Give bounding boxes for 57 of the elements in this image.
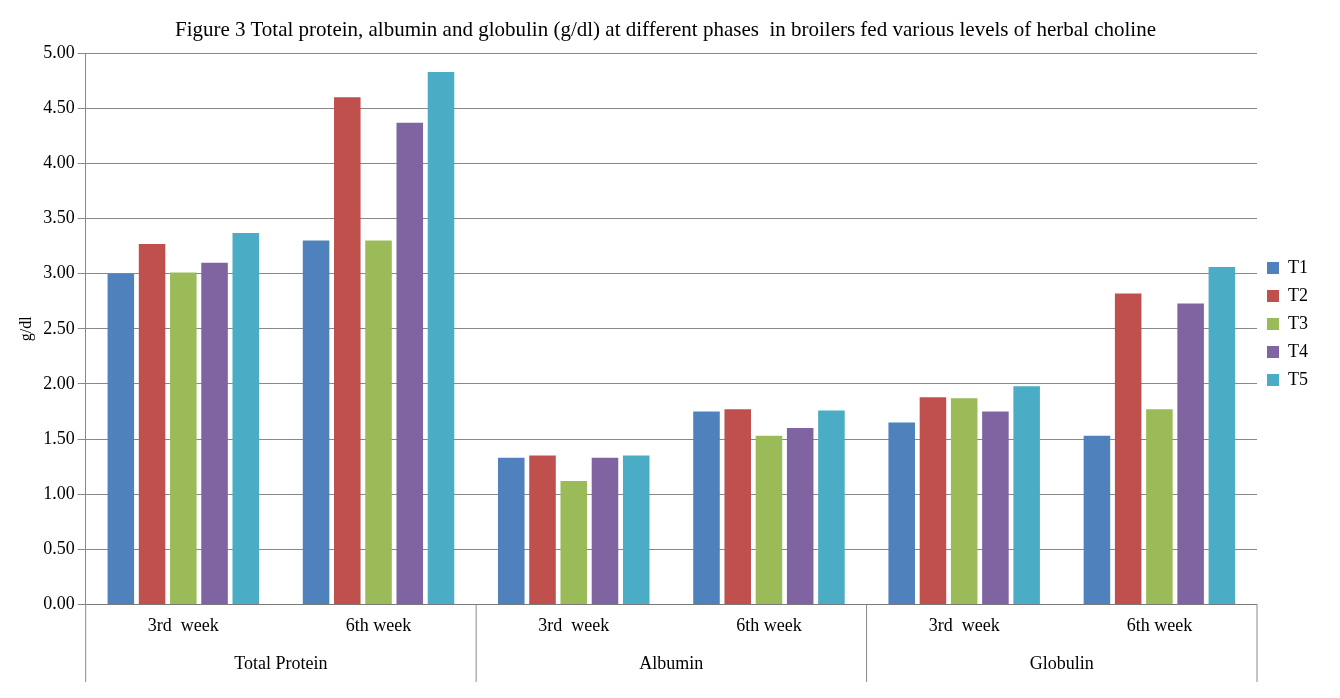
bar (818, 410, 845, 604)
text: Total Protein (234, 652, 328, 673)
y-tick-label: 5.00 (43, 41, 75, 62)
legend-label: T4 (1288, 340, 1308, 361)
legend-label: T5 (1288, 368, 1308, 389)
bar (232, 232, 260, 604)
y-axis-title: g/dl (16, 315, 35, 342)
bar (498, 457, 525, 604)
bar (982, 411, 1009, 604)
bar (786, 428, 814, 604)
legend-label: T1 (1288, 256, 1308, 277)
bar (591, 457, 619, 604)
bar (622, 455, 650, 604)
bar (427, 71, 455, 604)
y-tick-label: 3.50 (43, 207, 75, 228)
bar (170, 272, 197, 604)
bar (302, 240, 330, 604)
bar (107, 273, 135, 604)
bar (1013, 386, 1040, 604)
bar (950, 398, 978, 604)
y-tick-label: 0.50 (43, 538, 75, 559)
bar (755, 435, 783, 604)
y-tick-label: 2.50 (43, 317, 75, 338)
bar (138, 243, 166, 604)
bar (365, 240, 392, 604)
x-tick-label: 3rd week (147, 614, 219, 635)
bar (529, 455, 556, 604)
text: Globulin (1029, 652, 1094, 673)
bar (888, 422, 915, 604)
bar (693, 411, 720, 604)
legend-label: T3 (1288, 312, 1308, 333)
y-tick-label: 4.00 (43, 152, 75, 173)
bar (560, 480, 588, 604)
bar (1208, 267, 1236, 604)
y-tick-label: 1.50 (43, 427, 75, 448)
bar (396, 122, 424, 604)
x-tick-label: 6th week (736, 614, 802, 635)
y-tick-label: 4.50 (43, 97, 75, 118)
y-tick-label: 0.00 (43, 593, 75, 614)
chart-title: Figure 3 Total protein, albumin and globulin (g/dl) at different phases in broilers fed various levels of herbal choline (174, 17, 1157, 42)
bar (1177, 303, 1204, 604)
bar (724, 409, 751, 604)
bar (334, 97, 361, 604)
x-tick-label: 6th week (1126, 614, 1193, 635)
y-tick-label: 1.00 (43, 482, 75, 503)
bar (1146, 409, 1173, 604)
text: Albumin (639, 652, 704, 673)
x-tick-label: 3rd week (538, 614, 610, 635)
bar (919, 397, 947, 604)
y-tick-label: 2.00 (43, 372, 75, 393)
y-tick-label: 3.00 (43, 262, 75, 283)
x-tick-label: 3rd week (928, 614, 1000, 635)
bar (201, 262, 228, 604)
bar (1083, 435, 1111, 604)
legend-label: T2 (1288, 284, 1308, 305)
x-tick-label: 6th week (345, 614, 412, 635)
bar (1114, 293, 1142, 604)
